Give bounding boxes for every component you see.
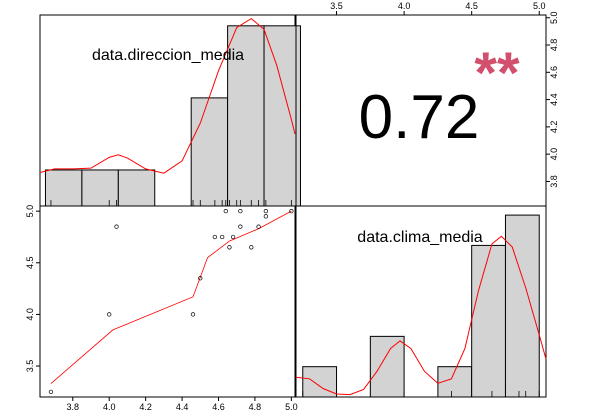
- variable-label-direccion: data.direccion_media: [92, 47, 244, 64]
- scatter-point: [256, 224, 261, 229]
- histogram-bar-direccion: [227, 25, 265, 207]
- x-axis-tick-label: 4.6: [212, 402, 225, 411]
- scatter-point: [238, 224, 243, 229]
- histogram-bar-direccion: [81, 169, 119, 207]
- histogram-panel-direccion: [39, 14, 301, 207]
- y-axis-tick-label: 4.5: [25, 257, 35, 270]
- right-axis-tick-label: 4.0: [549, 148, 559, 161]
- right-axis-tick-label: 4.2: [549, 121, 559, 134]
- right-axis-tick-label: 4.6: [549, 66, 559, 79]
- x-axis-tick-label: 5.0: [285, 402, 298, 411]
- scatter-point: [107, 312, 112, 317]
- scatter-frame: [39, 205, 296, 398]
- density-line-clima: [295, 235, 547, 396]
- correlation-value: 0.72: [359, 83, 480, 152]
- y-axis-tick-label: 3.5: [25, 360, 35, 373]
- scatter-panel: [39, 205, 296, 398]
- outer-axis-ticks: 3.8 4.0 4.2 4.4 4.6 4.8 5.0 3.5 4.0 4.5 5.0 3.5 4.0 4…: [25, 1, 559, 411]
- scatter-point: [212, 234, 218, 240]
- scatter-point: [238, 209, 243, 214]
- histogram-panel-clima: [295, 205, 547, 398]
- correlation-panel: 0.72 **: [295, 14, 547, 207]
- scatter-point: [263, 214, 269, 219]
- scatter-point: [263, 209, 269, 214]
- scatter-point: [289, 209, 294, 214]
- top-axis-tick-label: 5.0: [533, 1, 546, 11]
- top-axis-tick-label: 4.5: [465, 1, 478, 11]
- scatter-point: [48, 389, 54, 394]
- right-axis-tick-label: 3.8: [549, 175, 559, 188]
- x-axis-tick-label: 3.8: [67, 402, 80, 411]
- significance-stars: **: [474, 41, 520, 106]
- x-axis-tick-label: 4.8: [249, 402, 262, 411]
- scatter-point: [190, 312, 196, 317]
- histogram-bar-clima: [302, 366, 338, 398]
- x-axis-tick-label: 4.0: [103, 402, 116, 411]
- density-line-direccion: [39, 17, 296, 174]
- right-axis-tick-label: 4.4: [549, 93, 559, 106]
- smooth-fit-line: [50, 210, 292, 384]
- histogram-frame-clima: [295, 205, 547, 398]
- histogram-bar-clima: [504, 214, 540, 398]
- scatter-point: [223, 209, 228, 214]
- y-axis-tick-label: 5.0: [25, 205, 35, 218]
- right-axis-tick-label: 5.0: [549, 11, 559, 24]
- y-axis-tick-label: 4.0: [25, 308, 35, 321]
- right-axis-tick-label: 4.8: [549, 39, 559, 52]
- histogram-bar-clima: [471, 244, 506, 398]
- scatter-point: [198, 276, 203, 281]
- top-axis-tick-label: 3.5: [330, 1, 343, 11]
- scatter-point: [219, 234, 225, 240]
- scatter-point: [230, 234, 236, 240]
- x-axis-tick-label: 4.4: [176, 402, 189, 411]
- x-axis-tick-label: 4.2: [139, 402, 152, 411]
- scatter-point: [227, 245, 232, 250]
- scatter-point: [249, 245, 254, 250]
- histogram-bar-direccion: [263, 25, 301, 207]
- histogram-bar-clima: [369, 335, 405, 398]
- histogram-bar-direccion: [117, 169, 156, 207]
- histogram-bar-direccion: [190, 97, 229, 207]
- variable-label-clima: data.clima_media: [357, 229, 483, 246]
- top-axis-tick-label: 4.0: [398, 1, 411, 11]
- scatter-point: [114, 224, 119, 229]
